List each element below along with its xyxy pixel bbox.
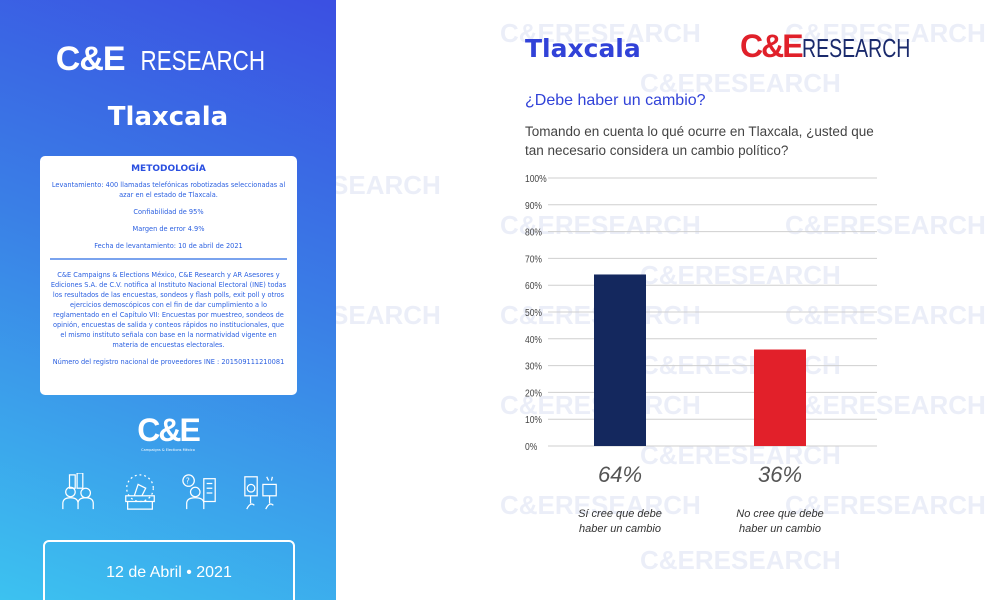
confidence: Confiabilidad de 95% (133, 208, 204, 216)
y-tick-label: 50% (525, 307, 542, 318)
sidebar-title: Tlaxcala (107, 102, 229, 132)
logo-suffix: RESEARCH (801, 33, 910, 63)
logo-main: C&E (55, 40, 126, 78)
legal-notice: C&E Campaigns & Elections México, C&E Re… (50, 271, 287, 349)
watermark: C&ERESEARCH (640, 440, 841, 470)
cande-logo: C&E (137, 412, 201, 448)
divider (50, 258, 287, 260)
value-label: 36% (758, 462, 802, 487)
y-tick-label: 90% (525, 200, 542, 211)
publication-date: 12 de Abril • 2021 (43, 540, 295, 600)
logo-suffix: RESEARCH (140, 45, 265, 76)
y-tick-label: 40% (525, 334, 542, 345)
infographic-sidebar: C&E RESEARCH Tlaxcala METODOLOGÍA Levanta… (0, 0, 336, 600)
registry-number: Número del registro nacional de proveedo… (52, 358, 285, 366)
watermark: C&ERESEARCH (640, 350, 841, 380)
watermark: C&ERESEARCH (785, 18, 986, 48)
y-tick-label: 0% (525, 441, 537, 452)
question-title: ¿Debe haber un cambio? (525, 92, 706, 109)
category-label: Sí cree que debe (578, 508, 662, 520)
cande-research-logo: C&E RESEARCH (0, 40, 336, 79)
logo-main: C&E (740, 28, 804, 64)
error-margin: Margen de error 4.9% (132, 225, 205, 233)
bar-2 (754, 349, 806, 446)
category-label: haber un cambio (579, 523, 661, 535)
watermark: C&ERESEARCH (500, 210, 701, 240)
ballot-box-icon (124, 474, 155, 510)
question-description: Tomando en cuenta lo qué ocurre en Tlaxc… (525, 124, 874, 158)
region-title: Tlaxcala (525, 34, 641, 63)
watermark: C&ERESEARCH (785, 490, 986, 520)
svg-text:?: ? (186, 476, 190, 485)
y-tick-label: 100% (525, 173, 547, 184)
bar-1 (594, 274, 646, 446)
watermark: C&ERESEARCH (500, 18, 701, 48)
value-label: 64% (598, 462, 642, 487)
y-tick-label: 60% (525, 281, 542, 292)
watermark: C&ERESEARCH (500, 490, 701, 520)
watermark: C&ERESEARCH (785, 390, 986, 420)
citizens-icon (62, 473, 94, 510)
survey-person-icon: ? (182, 474, 217, 510)
y-tick-label: 80% (525, 227, 542, 238)
survey-date: Fecha de levantamiento: 10 de abril de 2… (94, 242, 243, 250)
survey-method: Levantamiento: 400 llamadas telefónicas … (51, 181, 286, 199)
watermark: C&ERESEARCH (785, 300, 986, 330)
y-tick-label: 20% (525, 388, 542, 399)
y-tick-label: 70% (525, 254, 542, 265)
category-label: No cree que debe (736, 508, 823, 520)
cande-logo-subtitle: Campaigns & Elections México (141, 448, 195, 452)
watermark: C&ERESEARCH (640, 68, 841, 98)
y-tick-label: 30% (525, 361, 542, 372)
watermark: C&ERESEARCH (640, 545, 841, 575)
watermark: C&ERESEARCH (785, 210, 986, 240)
cande-research-logo-color: C&ERESEARCH (740, 28, 946, 65)
y-tick-label: 10% (525, 415, 542, 426)
methodology-card: METODOLOGÍA Levantamiento: 400 llamadas … (40, 156, 297, 395)
methodology-heading: METODOLOGÍA (131, 164, 206, 174)
protest-signs-icon (244, 476, 277, 510)
category-label: haber un cambio (739, 523, 821, 535)
